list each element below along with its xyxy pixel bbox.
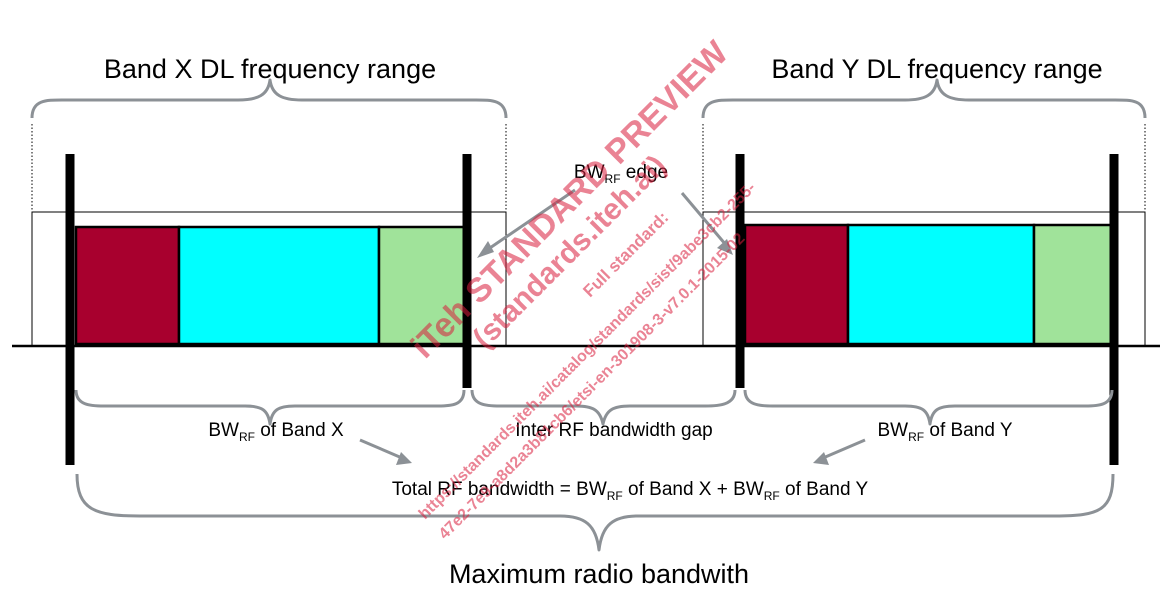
band-y-carrier-1 — [743, 223, 850, 346]
inter-rf-gap-brace — [470, 389, 737, 426]
band-x-carrier-2 — [177, 225, 381, 346]
band-x-to-total-arrow-head — [396, 452, 412, 465]
maximum-radio-bandwidth-brace — [75, 473, 1115, 552]
band-x-carrier-3 — [377, 225, 466, 346]
band-y-bwrf-label: BWRF of Band Y — [878, 420, 1013, 444]
band-x-bwrf-brace — [74, 389, 466, 426]
bwrf-edge-arrow-left-line — [483, 188, 576, 254]
total-rf-bandwidth-label: Total RF bandwidth = BWRF of Band X + BW… — [392, 479, 869, 503]
band-x-range-title: Band X DL frequency range — [104, 54, 436, 84]
band-y-carrier-3 — [1032, 223, 1115, 346]
band-y-range-brace — [701, 78, 1147, 119]
band-x-carrier-1 — [74, 225, 181, 346]
band-x-range-brace — [30, 78, 508, 119]
band-y-bwrf-brace — [743, 389, 1114, 426]
band-y-range-title: Band Y DL frequency range — [771, 54, 1102, 84]
band-y-carrier-2 — [846, 223, 1036, 346]
bwrf-edge-arrow-right-line — [680, 192, 728, 246]
maximum-radio-bandwidth-title: Maximum radio bandwith — [449, 559, 749, 589]
band-y-to-total-arrow-head — [813, 452, 829, 465]
bwrf-edge-label: BWRF edge — [574, 162, 668, 186]
band-x-to-total-arrow-line — [359, 438, 403, 460]
bwrf-edge-arrow-right-head — [717, 239, 733, 255]
band-x-bwrf-label: BWRF of Band X — [208, 420, 344, 444]
bwrf-edge-arrow-left-head — [477, 241, 494, 258]
inter-rf-gap-label: Inter RF bandwidth gap — [515, 420, 713, 441]
band-y-to-total-arrow-line — [822, 438, 866, 460]
